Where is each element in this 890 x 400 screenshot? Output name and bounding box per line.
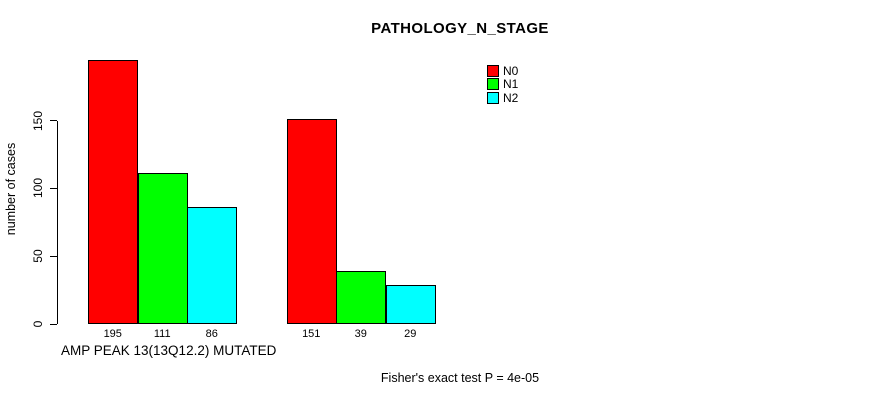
x-axis-group-label: AMP PEAK 13(13Q12.2) MUTATED <box>61 343 277 358</box>
legend-item-n0: N0 <box>487 64 518 78</box>
chart-title: PATHOLOGY_N_STAGE <box>371 20 549 37</box>
bar-value-label: 111 <box>153 328 171 340</box>
legend-label: N2 <box>503 90 519 105</box>
bar-value-label: 86 <box>205 328 218 340</box>
y-tick-mark <box>50 323 57 325</box>
y-tick-label: 100 <box>31 178 45 199</box>
bar-n1-group2 <box>336 271 386 325</box>
legend-item-n2: N2 <box>487 91 518 105</box>
bar-value-label: 29 <box>404 328 417 340</box>
y-tick-mark <box>50 187 57 189</box>
legend-swatch-n1 <box>487 78 499 91</box>
bar-n2-group2 <box>385 284 436 325</box>
legend-swatch-n0 <box>487 64 499 77</box>
y-tick-label: 150 <box>31 110 45 131</box>
bar-value-label: 195 <box>103 328 122 340</box>
y-tick-label: 0 <box>31 320 45 328</box>
bar-n1-group1 <box>137 173 188 325</box>
bar-n0-group1 <box>88 59 138 325</box>
legend-label: N1 <box>503 77 519 92</box>
legend-item-n1: N1 <box>487 78 518 92</box>
bar-value-label: 151 <box>302 328 321 340</box>
y-tick-label: 50 <box>31 249 45 263</box>
fisher-test-caption: Fisher's exact test P = 4e-05 <box>380 371 540 385</box>
legend-swatch-n2 <box>487 91 499 104</box>
y-tick-mark <box>50 120 57 122</box>
legend-label: N0 <box>503 63 519 78</box>
bar-n2-group1 <box>187 207 237 325</box>
bar-value-label: 39 <box>354 328 367 340</box>
y-axis-label: number of cases <box>4 142 18 236</box>
legend: N0 N1 N2 <box>487 64 518 105</box>
y-tick-mark <box>50 255 57 257</box>
y-axis-line <box>57 120 58 324</box>
bar-n0-group2 <box>286 119 337 325</box>
